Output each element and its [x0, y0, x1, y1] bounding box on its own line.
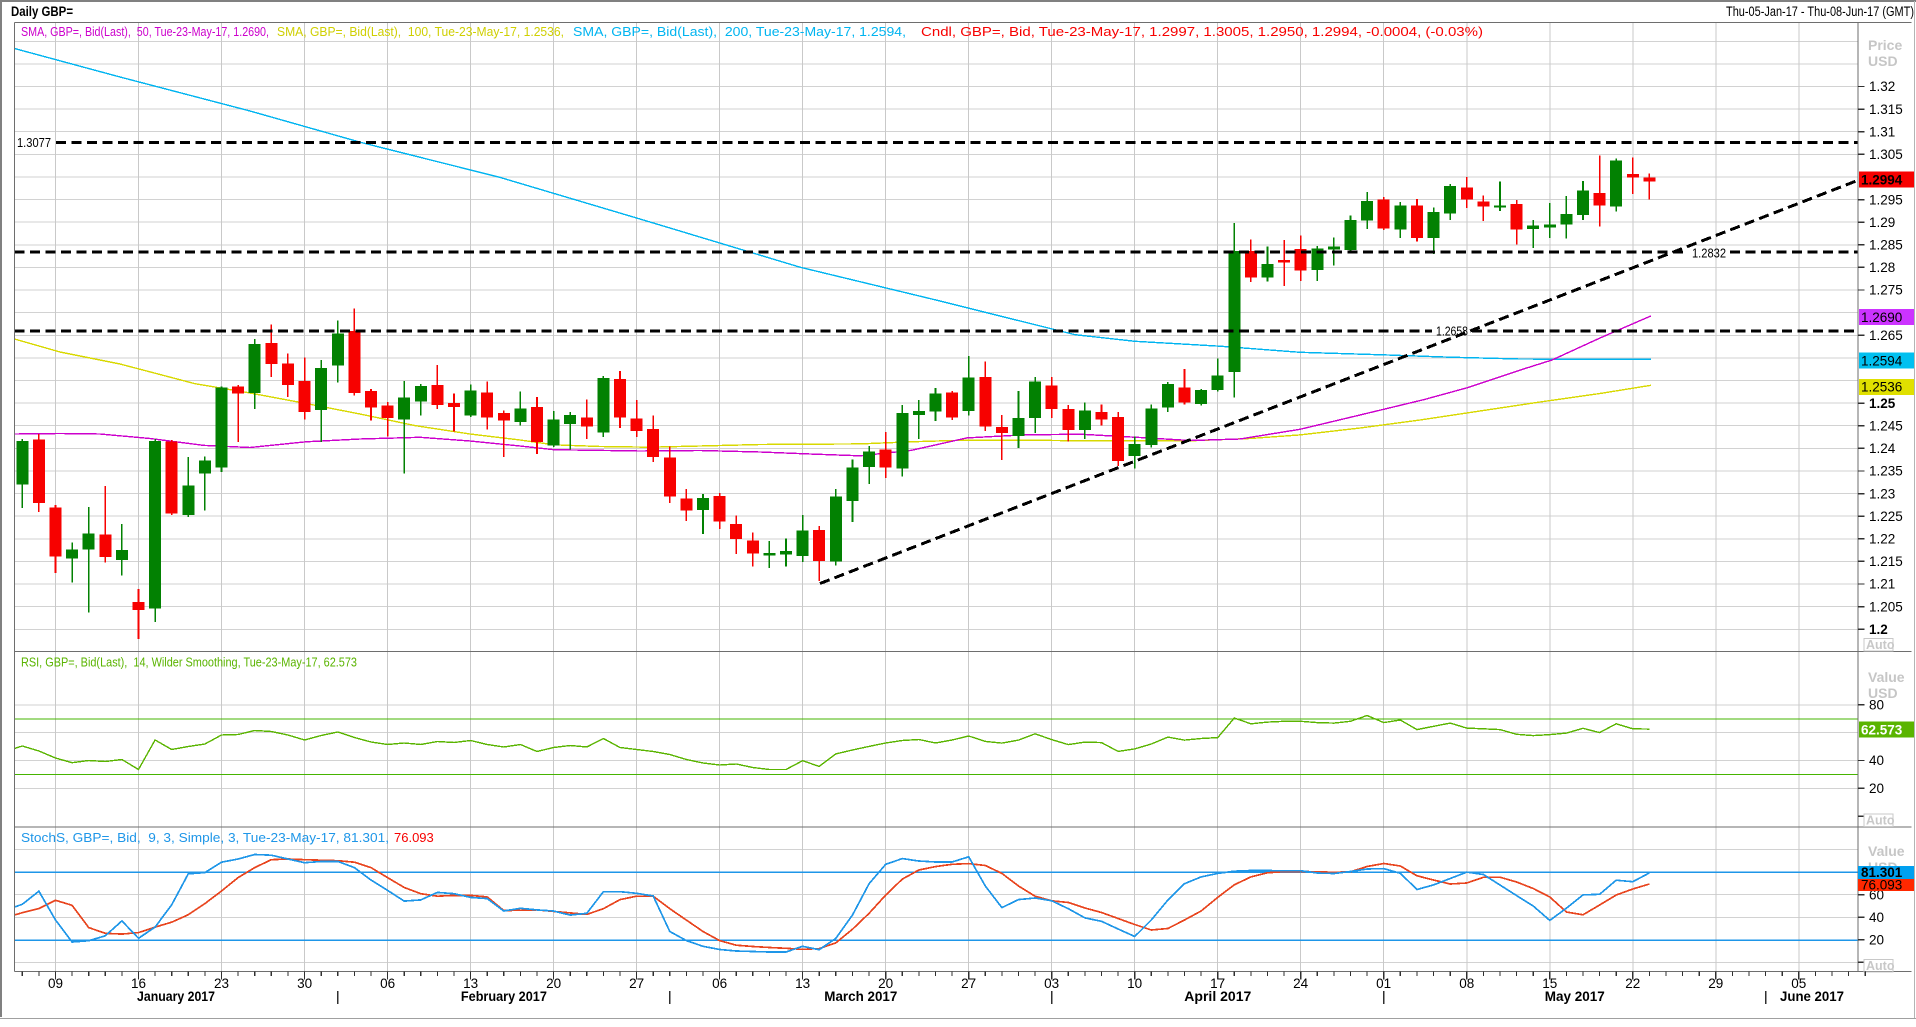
- svg-text:1.2594: 1.2594: [1861, 354, 1903, 369]
- svg-text:1.29: 1.29: [1869, 215, 1895, 230]
- svg-text:80: 80: [1869, 698, 1884, 713]
- svg-text:1.315: 1.315: [1869, 102, 1903, 117]
- svg-text:40: 40: [1869, 753, 1884, 768]
- svg-text:1.2: 1.2: [1869, 622, 1888, 637]
- svg-text:Value: Value: [1868, 843, 1905, 859]
- svg-text:20: 20: [878, 976, 893, 991]
- svg-text:15: 15: [1542, 976, 1557, 991]
- svg-text:May 2017: May 2017: [1545, 989, 1605, 1004]
- svg-text:Price: Price: [1868, 37, 1902, 53]
- svg-text:20: 20: [546, 976, 561, 991]
- svg-text:1.2832: 1.2832: [1692, 246, 1726, 261]
- svg-text:Auto: Auto: [1866, 814, 1895, 828]
- svg-text:1.3077: 1.3077: [17, 135, 51, 150]
- svg-text:76.093: 76.093: [394, 830, 434, 845]
- svg-text:24: 24: [1293, 976, 1309, 991]
- svg-text:13: 13: [463, 976, 478, 991]
- svg-text:1.205: 1.205: [1869, 599, 1903, 614]
- svg-text:1.21: 1.21: [1869, 577, 1895, 592]
- svg-text:76.093: 76.093: [1861, 878, 1902, 893]
- svg-text:SMA, GBP=, Bid(Last), 200, Tu: SMA, GBP=, Bid(Last), 200, Tue-23-May-17…: [573, 24, 906, 39]
- svg-text:SMA, GBP=, Bid(Last), 50, Tue: SMA, GBP=, Bid(Last), 50, Tue-23-May-17,…: [21, 24, 269, 39]
- svg-text:40: 40: [1869, 910, 1884, 925]
- svg-text:1.25: 1.25: [1869, 396, 1896, 411]
- svg-text:1.28: 1.28: [1869, 260, 1895, 275]
- svg-text:09: 09: [48, 976, 63, 991]
- svg-text:April 2017: April 2017: [1184, 989, 1251, 1004]
- svg-text:30: 30: [297, 976, 312, 991]
- svg-text:27: 27: [961, 976, 976, 991]
- svg-text:20: 20: [1869, 781, 1884, 796]
- svg-text:1.235: 1.235: [1869, 464, 1903, 479]
- svg-text:13: 13: [795, 976, 810, 991]
- svg-text:Thu-05-Jan-17 - Thu-08-Jun-17: Thu-05-Jan-17 - Thu-08-Jun-17 (GMT): [1726, 4, 1914, 19]
- svg-text:1.24: 1.24: [1869, 441, 1896, 456]
- svg-text:05: 05: [1791, 976, 1806, 991]
- svg-text:1.2690: 1.2690: [1861, 310, 1902, 325]
- svg-text:22: 22: [1625, 976, 1640, 991]
- svg-text:1.305: 1.305: [1869, 147, 1903, 162]
- svg-text:USD: USD: [1868, 53, 1898, 69]
- svg-text:1.295: 1.295: [1869, 192, 1903, 207]
- svg-text:1.225: 1.225: [1869, 509, 1903, 524]
- svg-text:06: 06: [380, 976, 395, 991]
- svg-text:Auto: Auto: [1866, 638, 1895, 652]
- svg-text:20: 20: [1869, 933, 1884, 948]
- svg-text:StochS, GBP=, Bid, 9, 3, Simp: StochS, GBP=, Bid, 9, 3, Simple, 3, Tue-…: [21, 830, 389, 845]
- svg-text:1.22: 1.22: [1869, 532, 1895, 547]
- svg-text:1.31: 1.31: [1869, 124, 1895, 139]
- svg-text:81.301: 81.301: [1861, 865, 1903, 880]
- svg-text:USD: USD: [1868, 685, 1898, 701]
- svg-text:16: 16: [131, 976, 146, 991]
- svg-text:March 2017: March 2017: [824, 989, 897, 1004]
- svg-text:Daily GBP=: Daily GBP=: [11, 4, 73, 19]
- svg-text:01: 01: [1376, 976, 1391, 991]
- svg-text:29: 29: [1708, 976, 1723, 991]
- svg-text:1.2994: 1.2994: [1861, 173, 1903, 188]
- svg-text:Cndl, GBP=, Bid, Tue-23-May-17: Cndl, GBP=, Bid, Tue-23-May-17, 1.2997, …: [921, 24, 1483, 39]
- svg-text:27: 27: [629, 976, 644, 991]
- svg-text:Auto: Auto: [1866, 959, 1895, 973]
- svg-text:1.215: 1.215: [1869, 554, 1903, 569]
- svg-text:08: 08: [1459, 976, 1474, 991]
- svg-text:62.573: 62.573: [1861, 722, 1903, 737]
- svg-text:1.285: 1.285: [1869, 238, 1903, 253]
- svg-text:February 2017: February 2017: [461, 989, 547, 1004]
- svg-text:10: 10: [1127, 976, 1142, 991]
- svg-text:1.2658: 1.2658: [1436, 324, 1468, 339]
- svg-text:03: 03: [1044, 976, 1059, 991]
- svg-text:1.32: 1.32: [1869, 79, 1895, 94]
- svg-text:1.23: 1.23: [1869, 486, 1895, 501]
- svg-text:06: 06: [712, 976, 727, 991]
- svg-text:RSI, GBP=, Bid(Last), 14, Wil: RSI, GBP=, Bid(Last), 14, Wilder Smoothi…: [21, 655, 357, 670]
- svg-text:SMA, GBP=, Bid(Last), 100, Tu: SMA, GBP=, Bid(Last), 100, Tue-23-May-17…: [277, 24, 564, 39]
- svg-text:1.265: 1.265: [1869, 328, 1903, 343]
- svg-text:23: 23: [214, 976, 229, 991]
- svg-text:1.2536: 1.2536: [1861, 380, 1902, 395]
- svg-text:17: 17: [1210, 976, 1225, 991]
- svg-text:June 2017: June 2017: [1780, 989, 1844, 1004]
- svg-text:Value: Value: [1868, 669, 1905, 685]
- svg-text:1.245: 1.245: [1869, 418, 1903, 433]
- svg-text:1.275: 1.275: [1869, 283, 1903, 298]
- svg-text:January 2017: January 2017: [137, 989, 215, 1004]
